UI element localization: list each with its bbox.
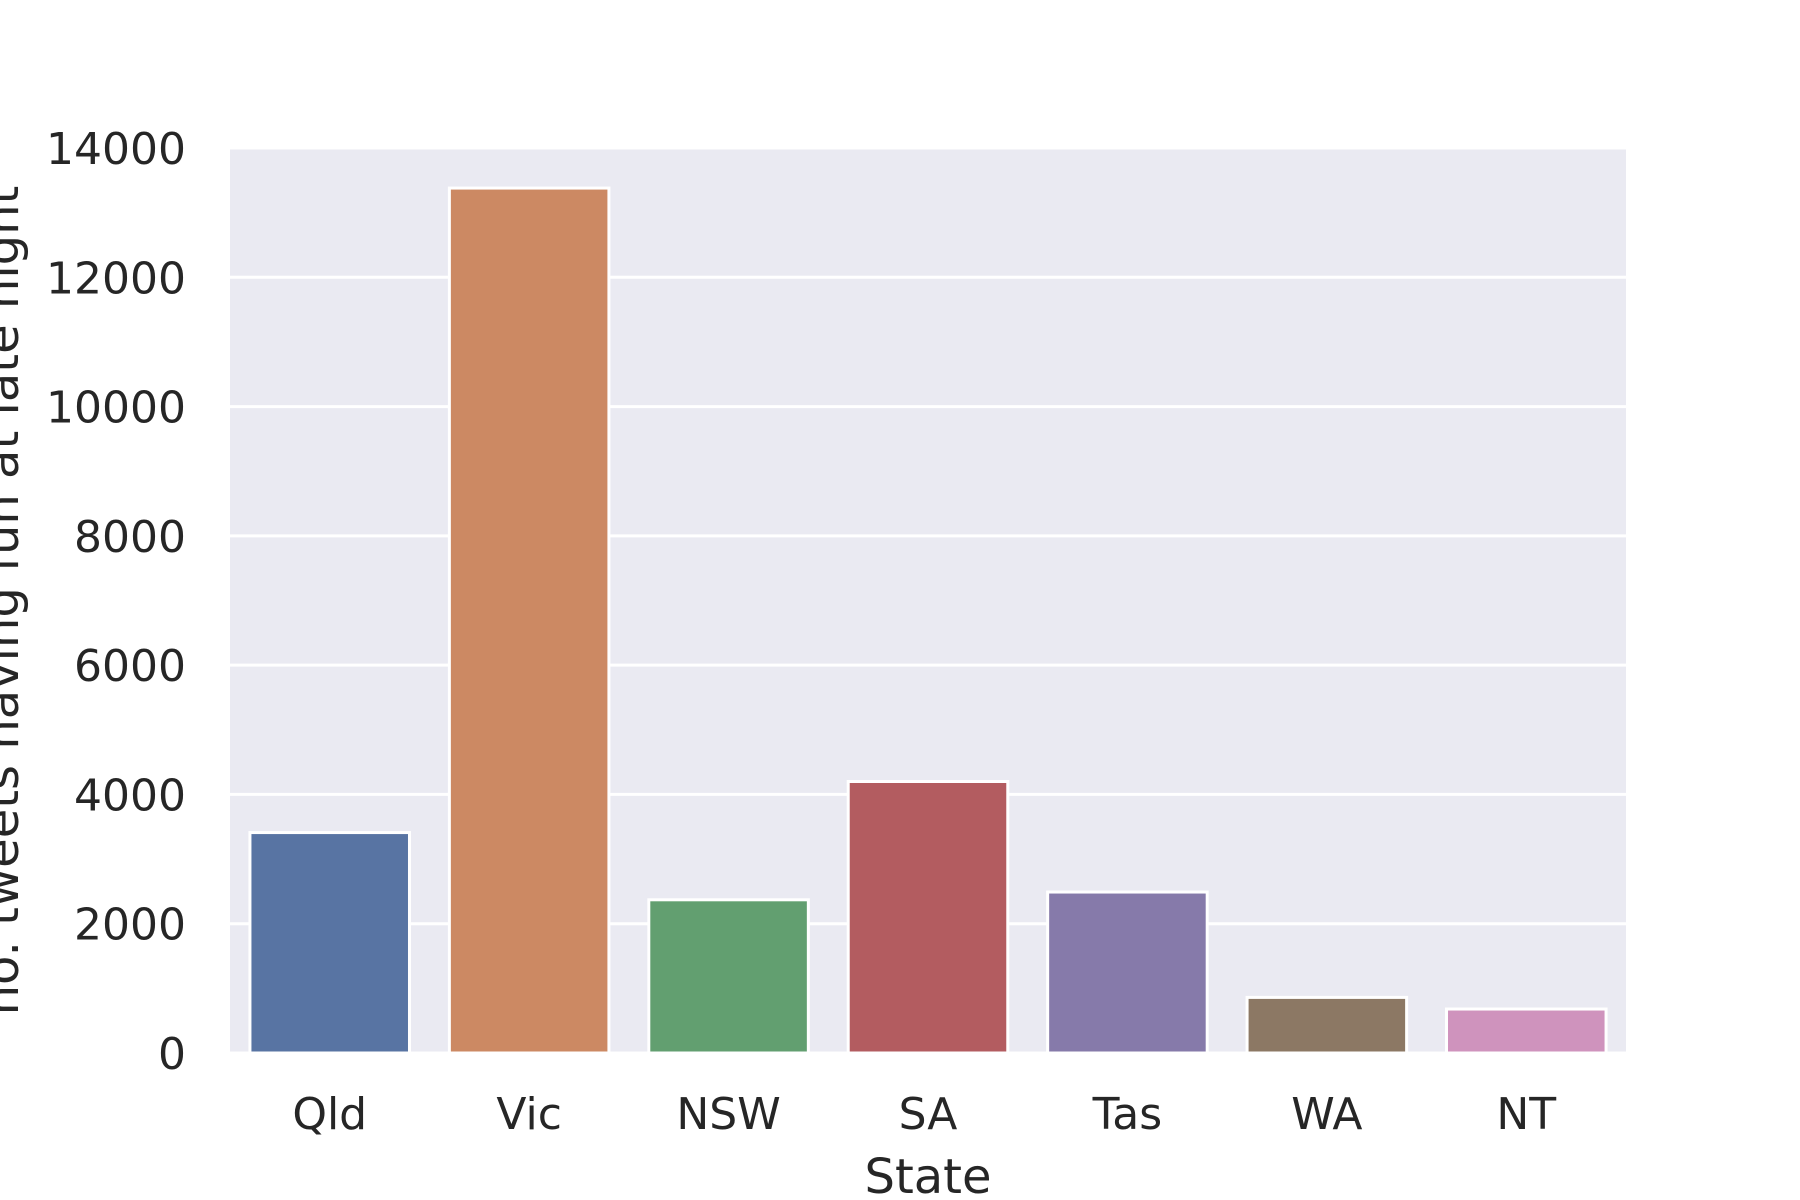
y-tick-label: 6000 [74, 641, 186, 692]
bar-wa [1245, 995, 1409, 1055]
x-tick-labels: Qld Vic NSW SA Tas WA NT [292, 1089, 1556, 1140]
y-tick-label: 4000 [74, 770, 186, 821]
bar-tas [1046, 890, 1209, 1055]
bar-sa [846, 780, 1010, 1055]
x-tick-label: NSW [676, 1089, 780, 1140]
x-tick-label: Tas [1092, 1089, 1162, 1140]
y-tick-label: 12000 [46, 253, 186, 304]
y-axis-label: no. tweets having fun at late night [0, 186, 30, 1016]
y-tick-label: 14000 [46, 124, 186, 175]
x-tick-label: Vic [496, 1089, 562, 1140]
y-tick-labels: 0 2000 4000 6000 8000 10000 12000 14000 [46, 124, 186, 1080]
x-tick-label: Qld [292, 1089, 367, 1140]
bar-qld [248, 831, 411, 1055]
x-axis-label: State [864, 1149, 991, 1200]
x-tick-label: WA [1291, 1089, 1362, 1140]
y-tick-label: 2000 [74, 900, 186, 951]
bar-nsw [647, 898, 810, 1055]
x-tick-label: NT [1496, 1089, 1556, 1140]
bar-nt [1445, 1007, 1608, 1055]
y-tick-label: 0 [158, 1029, 186, 1080]
y-tick-label: 10000 [46, 383, 186, 434]
bars [248, 186, 1608, 1055]
y-tick-label: 8000 [74, 512, 186, 563]
bar-vic [447, 186, 611, 1055]
x-tick-label: SA [899, 1089, 958, 1140]
